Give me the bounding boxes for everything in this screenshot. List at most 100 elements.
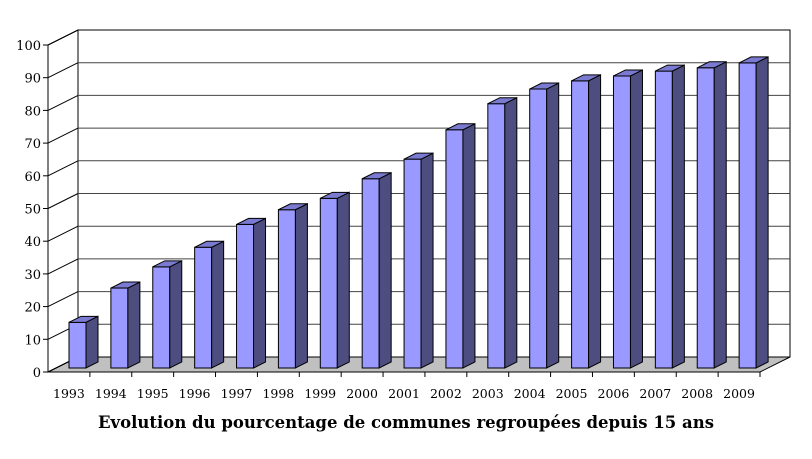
bar-front bbox=[403, 158, 422, 369]
bar-top bbox=[445, 123, 476, 131]
bar-front bbox=[487, 103, 506, 369]
bar-top bbox=[320, 191, 350, 199]
y-tick-label: 70 bbox=[24, 137, 41, 152]
side-gridline bbox=[47, 160, 79, 177]
bar-side bbox=[169, 260, 183, 369]
bar-top bbox=[361, 172, 392, 180]
side-gridline bbox=[47, 225, 79, 242]
bar-side bbox=[211, 240, 225, 369]
x-tick-label: 1994 bbox=[95, 386, 127, 401]
x-tick-label: 1995 bbox=[137, 386, 169, 401]
bar-front bbox=[445, 129, 464, 369]
side-gridline bbox=[47, 94, 79, 111]
side-gridline bbox=[47, 127, 79, 144]
bar-top bbox=[110, 281, 141, 289]
x-tick-label: 2002 bbox=[430, 386, 462, 401]
bar-front bbox=[319, 197, 338, 369]
bar-front bbox=[654, 70, 673, 369]
bar-top bbox=[738, 56, 769, 64]
bar-front bbox=[696, 67, 715, 369]
y-tick-label: 60 bbox=[24, 170, 41, 185]
y-tick-label: 20 bbox=[24, 301, 41, 316]
bar-top bbox=[278, 203, 308, 211]
x-tick-label: 1993 bbox=[53, 386, 85, 401]
bar-side bbox=[378, 171, 392, 369]
bar-top bbox=[697, 61, 727, 69]
x-tick-label: 1996 bbox=[179, 386, 211, 401]
y-tick-label: 40 bbox=[24, 235, 41, 250]
bar-2006 bbox=[612, 69, 643, 369]
y-tick-label: 90 bbox=[24, 72, 41, 87]
bar-side bbox=[85, 315, 99, 369]
x-tick-label: 1998 bbox=[262, 386, 294, 401]
side-gridline bbox=[47, 29, 79, 46]
bar-front bbox=[571, 80, 590, 369]
bar-top bbox=[236, 217, 266, 225]
x-tick-label: 2003 bbox=[472, 386, 504, 401]
bar-side bbox=[713, 60, 727, 369]
y-tick-label: 0 bbox=[33, 366, 41, 381]
bar-2008 bbox=[696, 60, 727, 369]
x-tick-label: 2005 bbox=[556, 386, 588, 401]
x-tick-label: 2008 bbox=[681, 386, 713, 401]
side-gridline bbox=[47, 193, 79, 209]
bar-2002 bbox=[445, 122, 476, 369]
bar-top bbox=[613, 69, 643, 77]
bar-1999 bbox=[319, 191, 350, 369]
x-tick-label: 2007 bbox=[639, 386, 671, 401]
bar-front bbox=[68, 321, 87, 369]
bar-1997 bbox=[236, 217, 267, 369]
bar-front bbox=[277, 209, 296, 369]
chart-title: Evolution du pourcentage de communes reg… bbox=[98, 413, 714, 432]
bar-top bbox=[529, 82, 559, 90]
bar-front bbox=[110, 287, 129, 369]
bar-side bbox=[127, 281, 141, 369]
bar-front bbox=[152, 266, 171, 369]
bar-top bbox=[152, 260, 182, 268]
bar-front bbox=[529, 88, 548, 369]
y-tick-label: 30 bbox=[24, 268, 41, 283]
x-tick-label: 2004 bbox=[514, 386, 546, 401]
bar-side bbox=[336, 191, 350, 369]
y-tick-label: 50 bbox=[24, 203, 41, 218]
side-gridline bbox=[47, 62, 79, 79]
bar-1998 bbox=[277, 202, 308, 369]
bar-side bbox=[253, 217, 267, 369]
bar-side bbox=[671, 64, 685, 369]
bar-top bbox=[487, 97, 518, 105]
bar-side bbox=[504, 96, 518, 369]
x-tick-label: 2006 bbox=[598, 386, 630, 401]
bar-front bbox=[738, 62, 757, 369]
axes: 0 10 20 30 40 50 60 70 80 90 100 1993 1994 1995 1996 19… bbox=[16, 39, 761, 401]
bar-front bbox=[236, 223, 255, 369]
bar-side bbox=[420, 152, 434, 369]
x-tick-label: 2009 bbox=[723, 386, 755, 401]
bar-side bbox=[588, 74, 602, 369]
side-gridline bbox=[47, 291, 79, 308]
y-tick-label: 80 bbox=[24, 104, 41, 119]
y-tick-label: 100 bbox=[16, 39, 41, 54]
bar-2005 bbox=[571, 74, 602, 369]
x-tick-label: 1999 bbox=[304, 386, 336, 401]
bar-2003 bbox=[487, 96, 518, 369]
bar-2007 bbox=[654, 64, 685, 369]
x-tick-label: 2001 bbox=[388, 386, 420, 401]
bar-1995 bbox=[152, 260, 183, 369]
bar-top bbox=[655, 64, 685, 72]
y-tick-label: 10 bbox=[24, 333, 41, 348]
bar-front bbox=[194, 246, 213, 369]
bar-side bbox=[294, 202, 308, 369]
bar-front bbox=[361, 178, 380, 369]
bar-1996 bbox=[194, 240, 225, 369]
bar-2000 bbox=[361, 171, 392, 369]
bar-2009 bbox=[738, 56, 769, 369]
bar-1994 bbox=[110, 281, 141, 369]
bar-top bbox=[571, 74, 601, 82]
bar-2004 bbox=[529, 82, 560, 369]
bar-side bbox=[462, 122, 476, 369]
bar-side bbox=[629, 69, 643, 369]
bar-top bbox=[194, 240, 224, 248]
bar-top bbox=[68, 315, 99, 323]
side-gridline bbox=[47, 258, 79, 275]
